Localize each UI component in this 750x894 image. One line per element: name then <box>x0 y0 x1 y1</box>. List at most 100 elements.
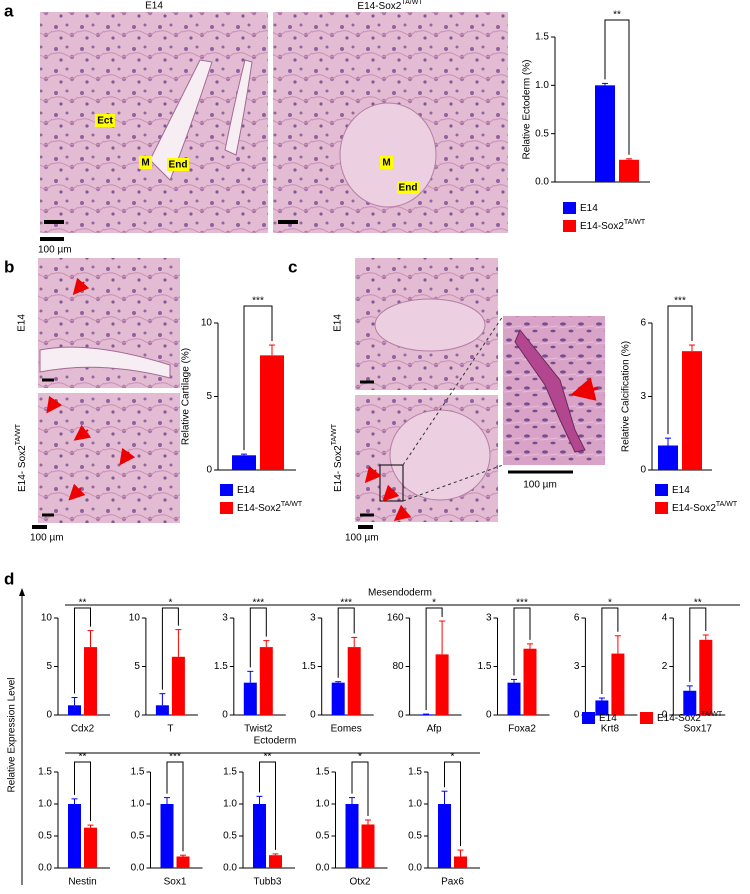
significance: * <box>168 598 172 609</box>
y-tick-label: 3 <box>222 613 228 624</box>
bar <box>259 647 273 715</box>
y-tick-label: 160 <box>387 613 404 624</box>
scale-label: 100 µm <box>345 533 379 544</box>
error-bar <box>441 790 448 804</box>
annotation: End <box>169 160 188 171</box>
significance-bracket <box>513 607 531 676</box>
significance: *** <box>252 598 264 609</box>
significance-bracket <box>74 761 91 822</box>
y-tick-label: 0.5 <box>131 831 145 842</box>
significance: * <box>432 598 436 609</box>
error-bar <box>602 82 608 86</box>
legend-swatch <box>563 202 576 214</box>
error-bar <box>457 849 464 857</box>
error-bar <box>365 819 371 825</box>
significance: ** <box>613 10 621 21</box>
error-bar <box>349 797 355 804</box>
error-bar <box>247 670 254 683</box>
y-tick-label: 1.0 <box>131 799 145 810</box>
error-bar <box>614 635 621 654</box>
y-tick-label: 0 <box>574 710 580 721</box>
error-bar <box>439 620 446 655</box>
y-tick-label: 2 <box>662 661 668 672</box>
y-tick-label: 4 <box>662 613 668 624</box>
x-axis-label: T <box>167 724 173 735</box>
bar <box>683 690 697 715</box>
image-title: E14 <box>145 1 163 12</box>
group-label: Mesendoderm <box>368 588 432 599</box>
y-tick-label: 0.0 <box>38 863 52 874</box>
y-tick-label: 0.0 <box>131 863 145 874</box>
error-bar <box>686 685 693 691</box>
significance: ** <box>79 752 87 763</box>
legend-text: E14 <box>672 485 690 496</box>
legend-superscript: TA/WT <box>624 219 646 226</box>
annotation-box <box>380 156 393 169</box>
y-tick-label: 0.5 <box>316 831 330 842</box>
bar <box>361 824 375 868</box>
bar <box>438 804 451 868</box>
significance: *** <box>169 752 181 763</box>
tissue-structure <box>224 59 253 156</box>
y-tick-label: 0 <box>134 710 140 721</box>
legend-superscript: TA/WT <box>281 501 303 508</box>
significance: * <box>451 752 455 763</box>
y-tick-label: 1.5 <box>302 661 316 672</box>
error-bar <box>665 437 671 446</box>
legend-text: E14-Sox2 <box>657 713 701 724</box>
annotation-box <box>95 114 115 127</box>
arrow <box>570 377 599 401</box>
error-bar <box>159 693 166 706</box>
y-tick-label: 80 <box>392 661 404 672</box>
bar <box>435 654 449 715</box>
y-tick-label: 1.5 <box>408 767 422 778</box>
y-tick-label: 0 <box>398 710 404 721</box>
legend-text: E14-Sox2 <box>237 503 281 514</box>
legend-label: E14 <box>580 203 598 214</box>
significance-bracket <box>161 607 179 690</box>
y-tick-label: 5 <box>134 661 140 672</box>
error-bar <box>272 853 279 856</box>
annotation: M <box>382 158 390 169</box>
significance-bracket <box>249 607 267 668</box>
y-tick-label: 1.5 <box>214 661 228 672</box>
bar <box>253 804 266 868</box>
row-label: E14- Sox2TA/WT <box>331 423 344 492</box>
significance-bracket <box>601 607 619 695</box>
bar <box>523 648 537 715</box>
bar <box>595 85 615 182</box>
legend-text: E14-Sox2 <box>580 221 624 232</box>
legend-label: E14 <box>599 713 617 724</box>
y-tick-label: 1.0 <box>223 799 237 810</box>
y-tick-label: 10 <box>129 613 141 624</box>
bar <box>155 705 169 715</box>
x-axis-label: Pax6 <box>441 877 464 888</box>
image-title: E14-Sox2TA/WT <box>357 0 423 12</box>
panel-label: b <box>4 257 14 276</box>
y-tick-label: 0 <box>46 710 52 721</box>
x-axis-label: Foxa2 <box>508 724 536 735</box>
y-tick-label: 0 <box>310 710 316 721</box>
error-bar <box>335 681 342 683</box>
y-tick-label: 1.5 <box>535 32 549 43</box>
y-tick-label: 0.0 <box>223 863 237 874</box>
legend-text: E14-Sox2 <box>672 503 716 514</box>
significance-bracket <box>425 607 443 711</box>
x-axis-label: Sox17 <box>684 724 713 735</box>
x-axis-label: Afp <box>427 724 442 735</box>
y-tick-label: 0 <box>486 710 492 721</box>
legend-label: E14-Sox2TA/WT <box>580 219 646 232</box>
y-tick-label: 1.0 <box>38 799 52 810</box>
legend-text: E14 <box>580 203 598 214</box>
bar <box>84 647 97 715</box>
legend-label: E14-Sox2TA/WT <box>657 711 723 724</box>
arrow <box>73 424 92 441</box>
y-tick-label: 6 <box>574 613 580 624</box>
y-tick-label: 0.5 <box>223 831 237 842</box>
error-bar <box>511 678 517 683</box>
bar <box>84 827 97 868</box>
tissue-structure <box>389 409 491 501</box>
significance-bracket <box>667 305 693 435</box>
bar <box>269 855 282 868</box>
